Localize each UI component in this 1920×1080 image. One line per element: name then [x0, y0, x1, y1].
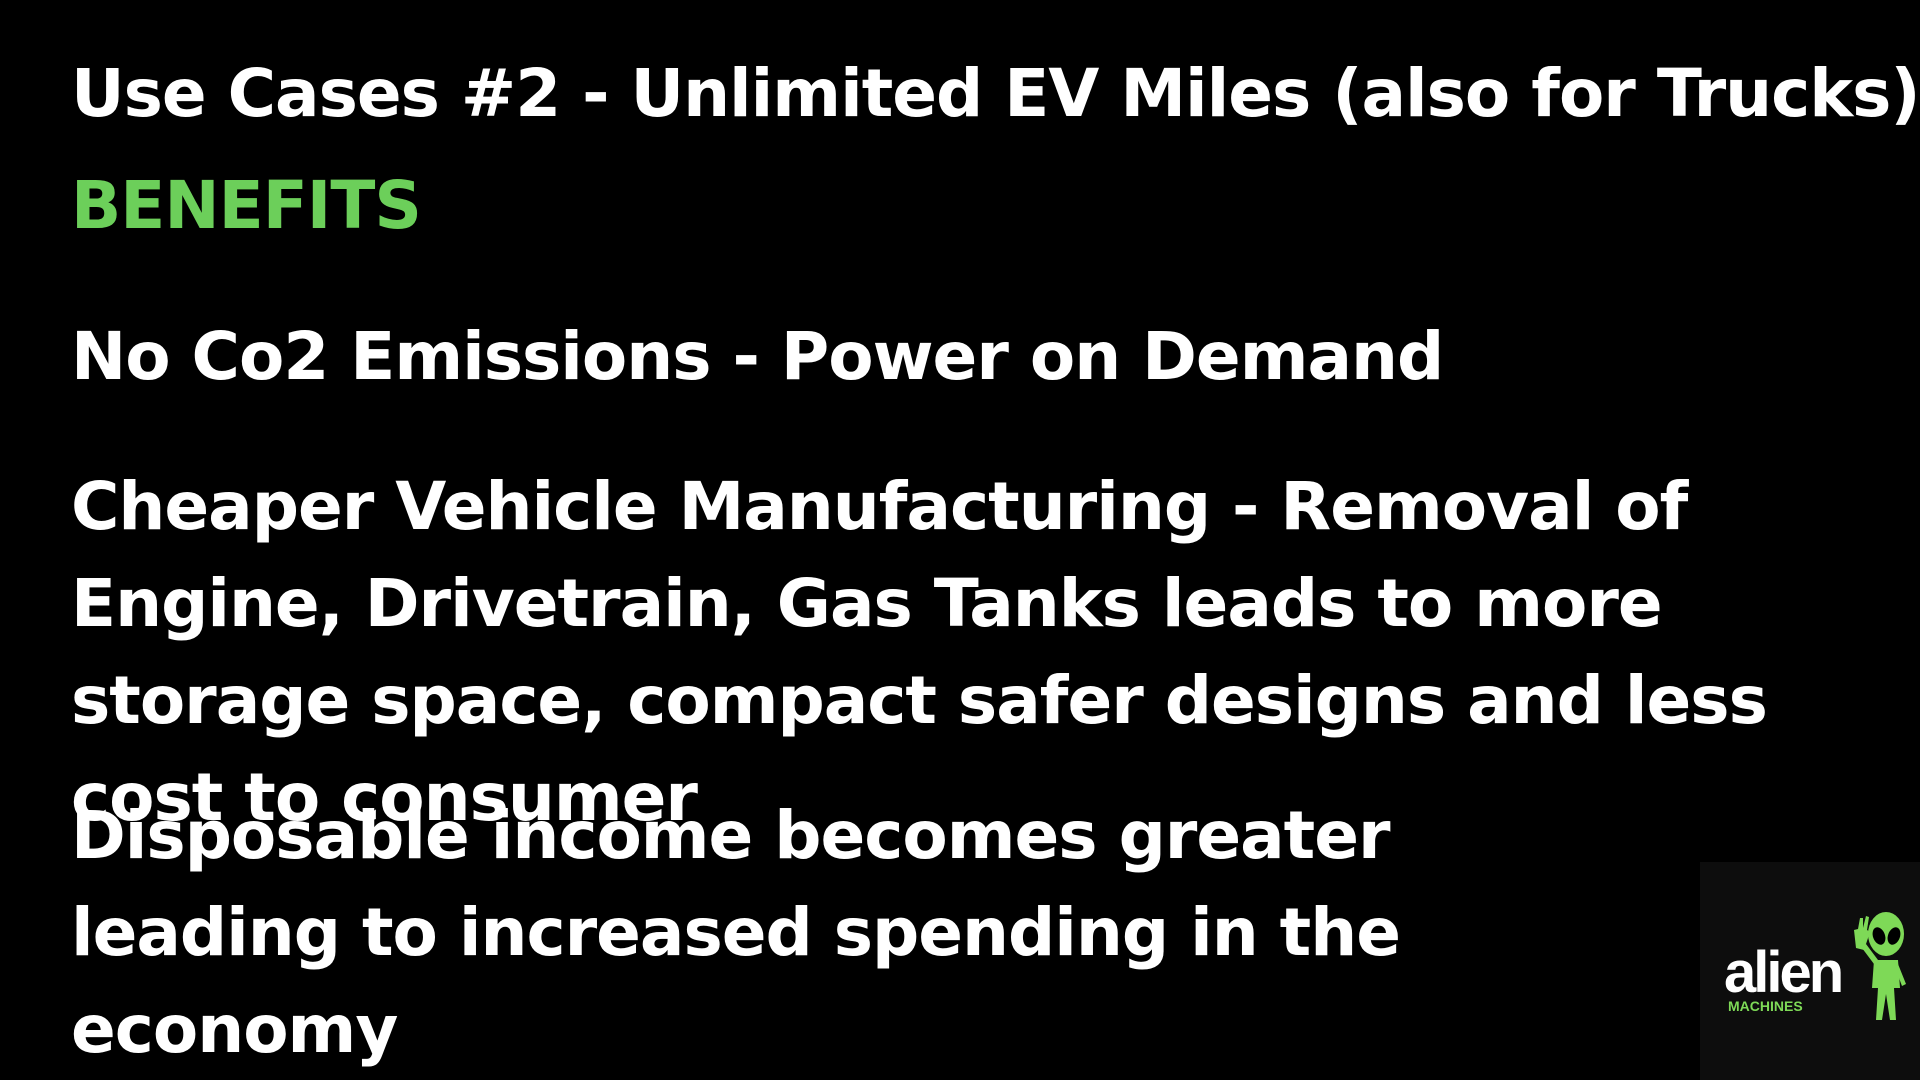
benefit-point: Cheaper Vehicle Manufacturing - Removal … — [71, 468, 1768, 836]
benefit-point: No Co2 Emissions - Power on Demand — [71, 318, 1444, 395]
slide-title: Use Cases #2 - Unlimited EV Miles (also … — [71, 55, 1920, 132]
logo-wordmark: alien — [1724, 940, 1844, 1005]
brand-logo: alien MACHINES — [1700, 862, 1920, 1080]
alien-waving-icon — [1854, 912, 1906, 1020]
logo-subtitle: MACHINES — [1728, 998, 1803, 1014]
benefit-point: Disposable income becomes greater leadin… — [71, 797, 1401, 1068]
section-heading: BENEFITS — [71, 167, 422, 244]
